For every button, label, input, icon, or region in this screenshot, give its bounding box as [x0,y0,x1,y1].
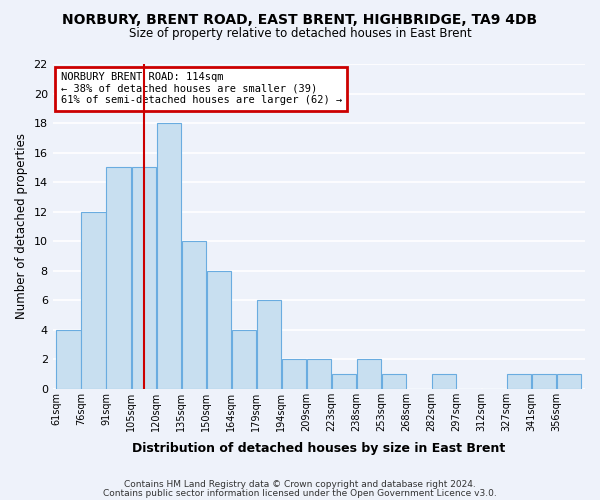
Text: Size of property relative to detached houses in East Brent: Size of property relative to detached ho… [128,28,472,40]
Bar [532,374,556,388]
Bar [507,374,531,388]
Y-axis label: Number of detached properties: Number of detached properties [15,134,28,320]
Bar [106,168,131,388]
Text: Contains public sector information licensed under the Open Government Licence v3: Contains public sector information licen… [103,488,497,498]
Bar [557,374,581,388]
Text: NORBURY, BRENT ROAD, EAST BRENT, HIGHBRIDGE, TA9 4DB: NORBURY, BRENT ROAD, EAST BRENT, HIGHBRI… [62,12,538,26]
Text: NORBURY BRENT ROAD: 114sqm
← 38% of detached houses are smaller (39)
61% of semi: NORBURY BRENT ROAD: 114sqm ← 38% of deta… [61,72,342,106]
Bar [382,374,406,388]
Bar [232,330,256,388]
Bar [307,359,331,388]
Bar [432,374,456,388]
Bar [357,359,381,388]
Bar [56,330,80,388]
Bar [282,359,306,388]
X-axis label: Distribution of detached houses by size in East Brent: Distribution of detached houses by size … [132,442,505,455]
Bar [182,241,206,388]
Bar [157,123,181,388]
Bar [257,300,281,388]
Bar [332,374,356,388]
Bar [131,168,156,388]
Bar [206,270,231,388]
Bar [82,212,106,388]
Text: Contains HM Land Registry data © Crown copyright and database right 2024.: Contains HM Land Registry data © Crown c… [124,480,476,489]
